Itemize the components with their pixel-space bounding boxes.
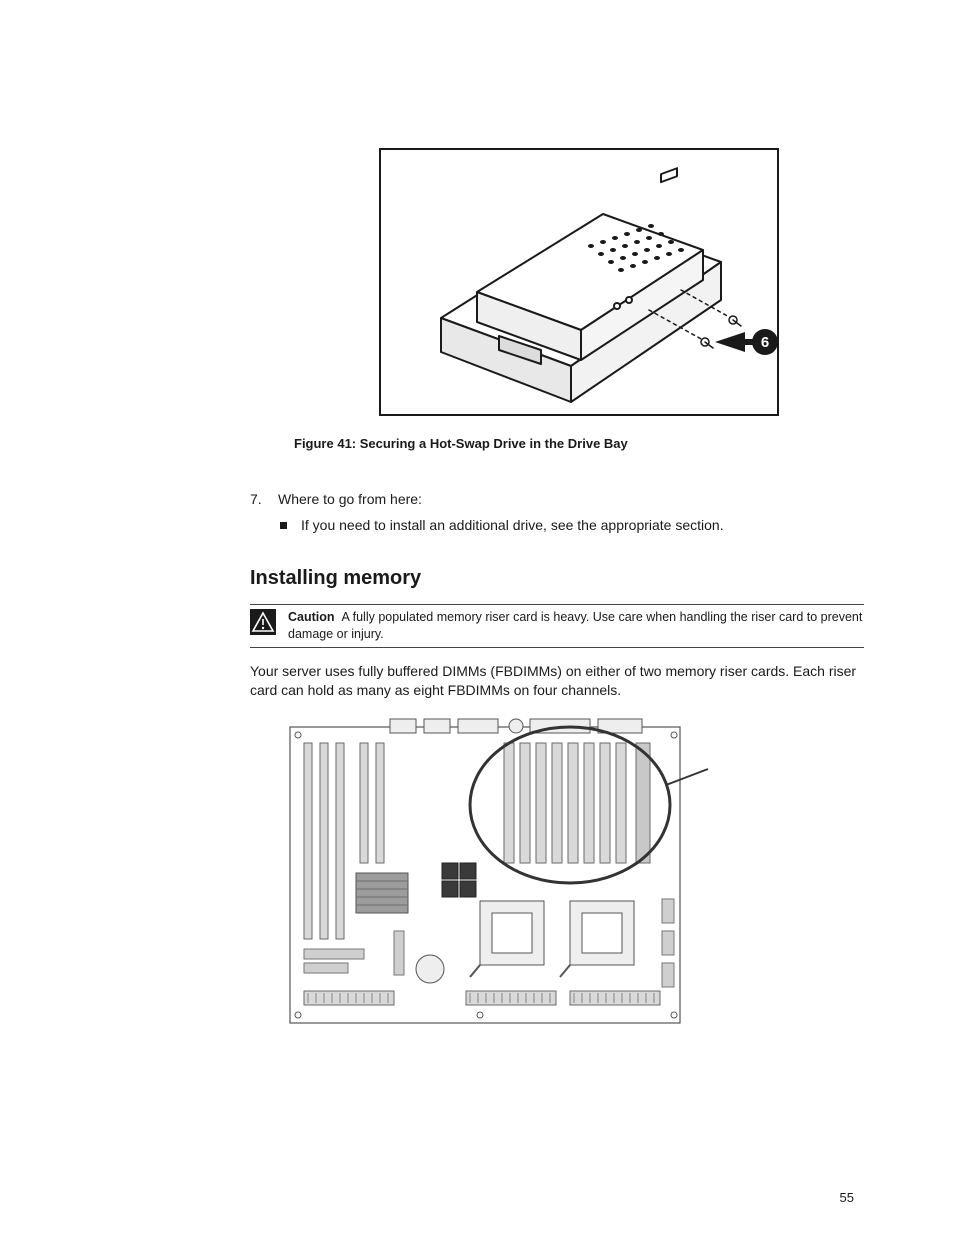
figure-2-container xyxy=(270,713,864,1033)
caution-label: Caution xyxy=(288,610,335,624)
bullet-marker xyxy=(280,522,287,529)
figure-1-caption: Figure 41: Securing a Hot-Swap Drive in … xyxy=(294,436,864,451)
section-title: Installing memory xyxy=(250,567,864,590)
step-number: 7. xyxy=(250,491,268,507)
caution-text-wrap: Caution A fully populated memory riser c… xyxy=(288,609,864,643)
callout-number: 6 xyxy=(761,334,769,351)
caution-block: Caution A fully populated memory riser c… xyxy=(250,604,864,648)
caution-message: A fully populated memory riser card is h… xyxy=(288,610,862,641)
figure-1: 6 xyxy=(379,148,779,416)
page: 6 Figure 41: Securing a Hot-Swap Drive i… xyxy=(0,0,954,1235)
step-text: Where to go from here: xyxy=(278,491,422,507)
drive-bay-illustration: 6 xyxy=(381,150,777,414)
step-7: 7. Where to go from here: xyxy=(250,491,864,507)
figure-1-container: 6 xyxy=(294,148,864,416)
bullet-text: If you need to install an additional dri… xyxy=(301,517,724,533)
caution-icon xyxy=(250,609,276,635)
figure-2 xyxy=(270,713,710,1033)
page-number: 55 xyxy=(840,1190,854,1205)
memory-paragraph: Your server uses fully buffered DIMMs (F… xyxy=(250,662,864,701)
motherboard-illustration xyxy=(270,713,710,1033)
bullet-item: If you need to install an additional dri… xyxy=(280,517,864,533)
